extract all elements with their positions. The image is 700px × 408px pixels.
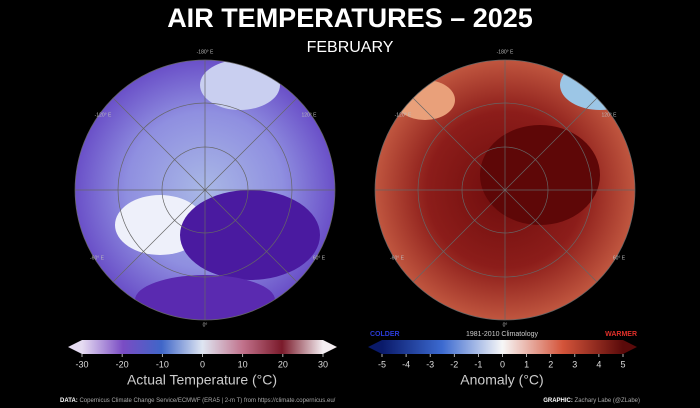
colorbar-tick-label: -20 [116, 359, 129, 369]
colorbar-tick-label: 1 [524, 359, 529, 369]
footer-graphic: GRAPHIC: Zachary Labe (@ZLabe) [543, 398, 640, 404]
footer-data: DATA: Copernicus Climate Change Service/… [60, 398, 336, 404]
footer-graphic-label: GRAPHIC: [543, 398, 573, 404]
colorbar-tick-label: -3 [426, 359, 434, 369]
map-label: 60° E [613, 255, 626, 261]
map-label: 120° E [301, 112, 317, 118]
anomaly-colorbar [382, 340, 623, 354]
map-label: -180° E [197, 49, 214, 55]
colorbar-tick-label: 10 [238, 359, 248, 369]
map-label: 0° [503, 322, 508, 328]
temperature-colorbar [82, 340, 323, 354]
map-label: -180° E [497, 49, 514, 55]
colorbar-tick-label: 20 [278, 359, 288, 369]
colder-label: COLDER [370, 331, 400, 338]
map-label: 0° [203, 322, 208, 328]
colorbar-tick-label: 4 [596, 359, 601, 369]
footer-data-label: DATA: [60, 398, 78, 404]
colorbar-tick-label: -1 [474, 359, 482, 369]
colorbar-tick-label: 30 [318, 359, 328, 369]
footer-graphic-text: Zachary Labe (@ZLabe) [575, 398, 640, 404]
colorbar-tick-label: -4 [402, 359, 410, 369]
colorbar-tick-label: 2 [548, 359, 553, 369]
colorbar-tick-label: 0 [500, 359, 505, 369]
title: AIR TEMPERATURES – 2025 [167, 3, 533, 33]
footer-data-text: Copernicus Climate Change Service/ECMWF … [79, 398, 335, 404]
colorbar-label: Anomaly (°C) [460, 372, 543, 388]
map-label: 120° E [601, 112, 617, 118]
colorbar-label: Actual Temperature (°C) [127, 372, 277, 388]
colorbar-tick-label: -10 [156, 359, 169, 369]
subtitle: FEBRUARY [307, 39, 394, 56]
graticule [74, 59, 636, 321]
map-label: -120° E [395, 112, 412, 118]
colorbar-tick-label: 5 [620, 359, 625, 369]
colorbar-tick-label: -5 [378, 359, 386, 369]
colorbar-tick-label: -2 [450, 359, 458, 369]
map-label: -60° E [390, 255, 405, 261]
colorbar-tick-label: -30 [75, 359, 88, 369]
map-label: -60° E [90, 255, 105, 261]
warmer-label: WARMER [605, 331, 637, 338]
map-label: -120° E [95, 112, 112, 118]
climatology-note: 1981-2010 Climatology [466, 331, 538, 338]
map-label: 60° E [313, 255, 326, 261]
colorbar-tick-label: 0 [200, 359, 205, 369]
colorbar-tick-label: 3 [572, 359, 577, 369]
